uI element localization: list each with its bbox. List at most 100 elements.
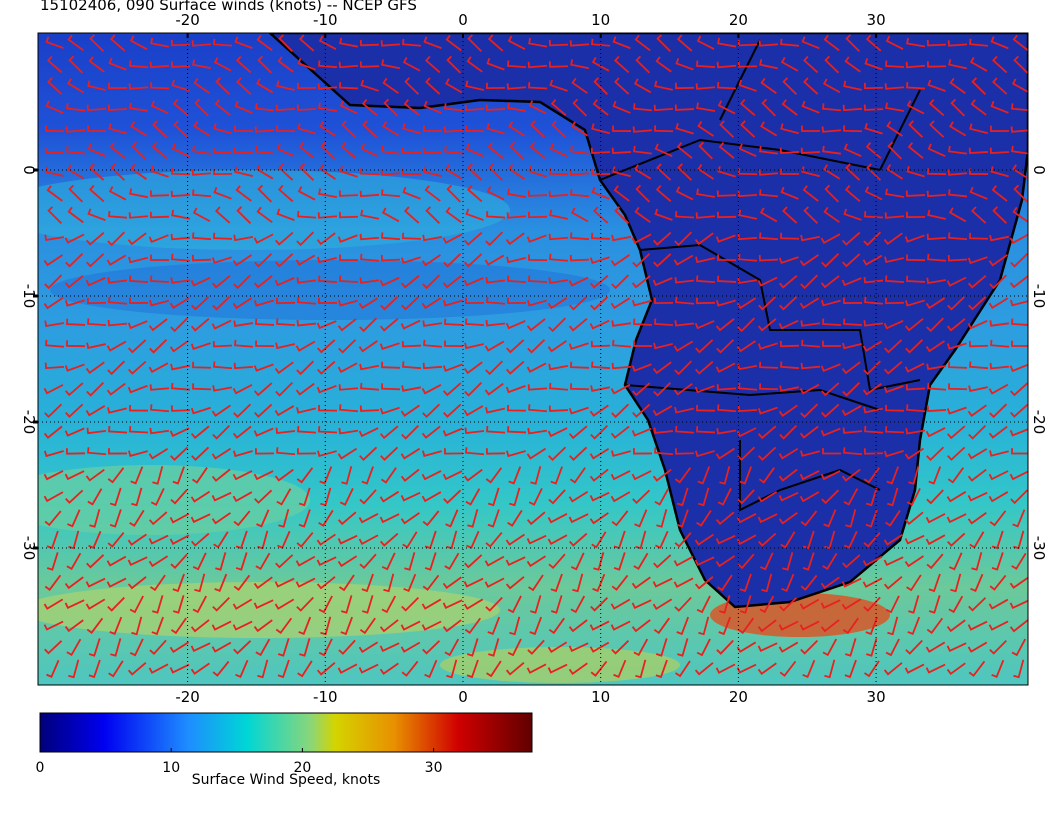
wind-barb — [214, 573, 228, 593]
wind-barb — [717, 254, 737, 262]
wind-barb — [906, 574, 922, 592]
wind-barb — [1009, 599, 1028, 610]
wind-barb — [803, 206, 819, 224]
wind-barb — [149, 384, 170, 391]
wind-barb — [192, 145, 212, 155]
wind-barb — [129, 595, 144, 614]
wind-barb — [633, 638, 649, 657]
wind-barb — [610, 470, 631, 481]
wind-barb — [988, 491, 1009, 503]
colorbar — [39, 712, 533, 753]
wind-barb — [465, 447, 485, 456]
wind-barb — [107, 531, 125, 548]
wind-barb — [862, 383, 882, 396]
wind-barb — [989, 274, 1008, 290]
wind-barb — [44, 320, 65, 328]
wind-barb — [949, 121, 967, 137]
wind-barb — [129, 297, 149, 304]
wind-barb — [865, 616, 878, 636]
wind-barb — [129, 275, 149, 283]
wind-barb — [64, 382, 84, 397]
wind-barb — [213, 232, 233, 240]
wind-barb — [717, 574, 733, 592]
wind-barb — [467, 34, 483, 52]
wind-barb — [673, 382, 693, 396]
wind-barb — [255, 78, 274, 94]
wind-barb — [969, 56, 988, 72]
wind-barb — [906, 211, 926, 219]
wind-barb — [527, 61, 548, 69]
wind-barb — [716, 339, 735, 354]
wind-barb — [89, 163, 105, 181]
wind-barb — [338, 61, 359, 69]
wind-barb — [527, 299, 547, 307]
wind-barb — [505, 576, 525, 590]
wind-barb — [801, 339, 821, 348]
wind-barb — [444, 145, 464, 155]
wind-barb — [318, 188, 338, 199]
wind-barb — [65, 126, 86, 133]
wind-barb — [379, 532, 399, 547]
wind-barb — [989, 510, 1007, 527]
wind-barb — [715, 447, 736, 460]
wind-barb — [589, 491, 610, 502]
wind-barb — [463, 405, 484, 417]
wind-barb — [211, 512, 231, 525]
wind-barb — [465, 125, 485, 133]
wind-barb — [696, 426, 716, 434]
wind-barb — [108, 425, 128, 434]
wind-barb — [190, 276, 211, 287]
wind-barb — [381, 59, 401, 70]
wind-barb — [170, 617, 187, 635]
wind-barb — [927, 143, 946, 157]
wind-barb — [254, 403, 273, 418]
wind-barb — [862, 577, 883, 588]
wind-barb — [990, 339, 1010, 348]
wind-barb — [928, 466, 942, 485]
wind-barb — [717, 37, 737, 48]
wind-barb — [43, 384, 64, 395]
wind-barb — [339, 254, 359, 261]
wind-barb — [107, 104, 128, 111]
wind-barb — [85, 598, 106, 610]
wind-barb — [171, 382, 191, 391]
wind-barb — [1011, 318, 1028, 326]
wind-barb — [633, 448, 653, 455]
wind-barb — [66, 164, 85, 180]
wind-barb — [87, 447, 107, 456]
wind-barb — [422, 274, 441, 290]
wind-barb — [652, 577, 673, 588]
wind-barb — [443, 382, 462, 397]
wind-barb — [1012, 206, 1028, 223]
wind-barb — [86, 382, 105, 397]
wind-barb — [256, 206, 273, 224]
wind-barb — [359, 446, 378, 461]
wind-band — [50, 260, 610, 320]
wind-barb — [107, 407, 127, 414]
wind-barb — [675, 122, 694, 135]
wind-barb — [822, 638, 838, 657]
wind-barb — [967, 256, 988, 265]
wind-barb — [800, 510, 818, 527]
wind-barb — [908, 120, 924, 138]
wind-barb — [85, 231, 105, 246]
wind-barb — [337, 534, 358, 545]
wind-barb — [443, 403, 462, 418]
wind-barb — [359, 277, 380, 284]
wind-barb — [359, 617, 376, 635]
wind-barb — [780, 123, 799, 135]
wind-barb — [1010, 299, 1028, 307]
wind-barb — [1013, 184, 1028, 203]
wind-barb — [44, 403, 63, 419]
wind-barb — [194, 573, 206, 593]
wind-barb — [611, 403, 630, 419]
wind-barb — [298, 616, 312, 636]
wind-barb — [421, 620, 442, 631]
wind-barb — [1009, 576, 1028, 589]
wind-barb — [547, 663, 568, 674]
wind-barb — [46, 552, 59, 571]
wind-barb — [68, 55, 84, 74]
wind-barb — [949, 77, 966, 94]
lon-tick-label: -20 — [175, 688, 200, 706]
wind-barb — [359, 190, 380, 198]
